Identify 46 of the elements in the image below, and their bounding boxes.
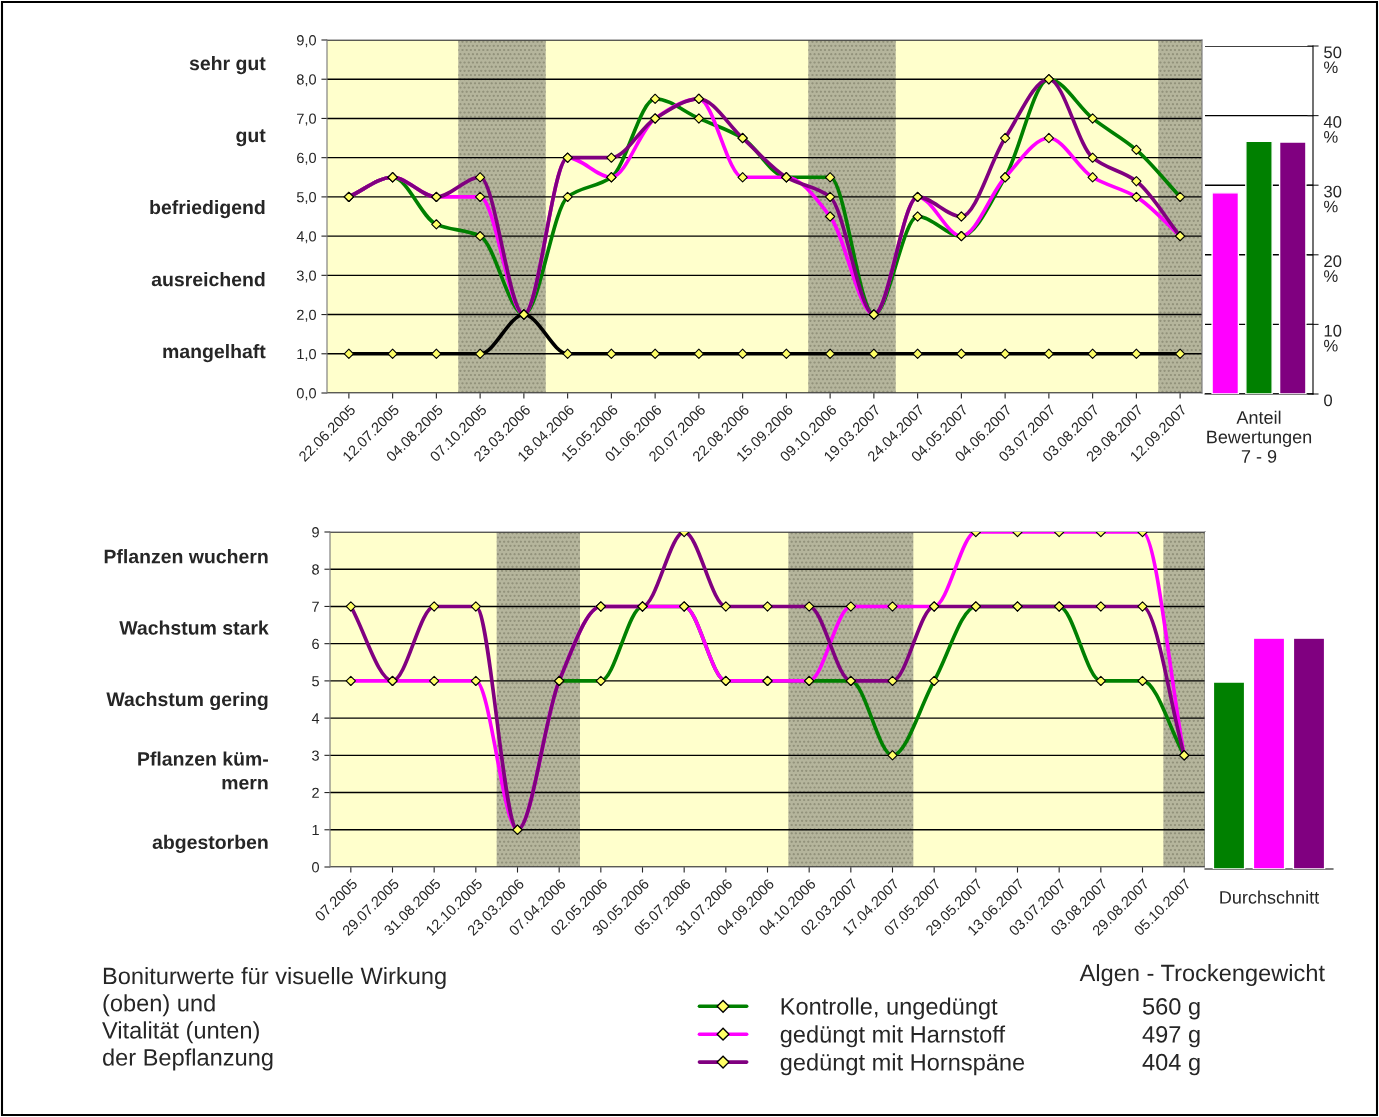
y-tick-label: 0,0 [296,388,317,401]
text: Wachstum gering [106,691,268,711]
legend-label: gedüngt mit Hornspäne [780,1053,1025,1076]
y-tick-label: 20 % [1324,255,1342,282]
y-tick-label: 8 [312,564,319,575]
text: Wachstum stark [119,620,269,635]
text: Pflanzen küm- mern [138,751,268,790]
y-tick-label: 2,0 [297,309,317,322]
y-tick-label: 4,0 [296,231,317,244]
y-tick-label: 40 % [1323,116,1342,143]
text: 404 g [1142,1053,1200,1076]
text: Pflanzen wuchern [104,549,268,564]
y-tick-label: 5,0 [296,191,317,205]
text: mangelhaft [163,344,266,363]
y-tick-label: 3,0 [296,270,317,283]
legend-label: Kontrolle, ungedüngt [781,997,998,1020]
x-axis-title: Anteil Bewertungen 7 - 9 [1207,410,1312,463]
y-tick-label: 2 [312,787,319,798]
y-tick-label: 9,0 [297,35,317,48]
legend-title: Algen - Trockengewicht [1079,964,1325,987]
y-tick-label: 50 % [1324,46,1342,74]
y-tick-label: 30 % [1324,185,1342,213]
text: befriedigend [150,199,265,219]
y-tick-label: 7 [312,601,319,612]
y-tick-label: 0 [1324,394,1333,407]
y-tick-label: 1,0 [297,348,317,361]
text: Boniturwerte für visuelle Wirkung (oben) und Vitalität (unten) der Bepflanzung [102,967,446,1071]
y-tick-label: 0 [312,862,320,873]
text: gut [236,129,266,147]
text: 560 g [1142,998,1200,1020]
text: ausreichend [151,272,265,287]
y-tick-label: 6,0 [297,152,317,165]
y-tick-label: 5 [312,676,319,687]
y-tick-label: 4 [311,713,320,724]
text: 497 g [1142,1025,1200,1048]
text: abgestorben [152,834,268,853]
y-tick-label: 3 [312,750,319,761]
y-tick-label: 7,0 [297,113,317,126]
text: sehr gut [189,55,266,75]
y-tick-label: 10 % [1324,324,1342,352]
y-tick-label: 9 [312,527,319,538]
y-tick-label: 6 [312,638,319,650]
y-tick-label: 8,0 [296,74,317,87]
x-axis-title: Durchschnitt [1220,890,1320,904]
legend-label: gedüngt mit Harnstoff [780,1025,1006,1048]
y-tick-label: 1 [312,825,319,836]
